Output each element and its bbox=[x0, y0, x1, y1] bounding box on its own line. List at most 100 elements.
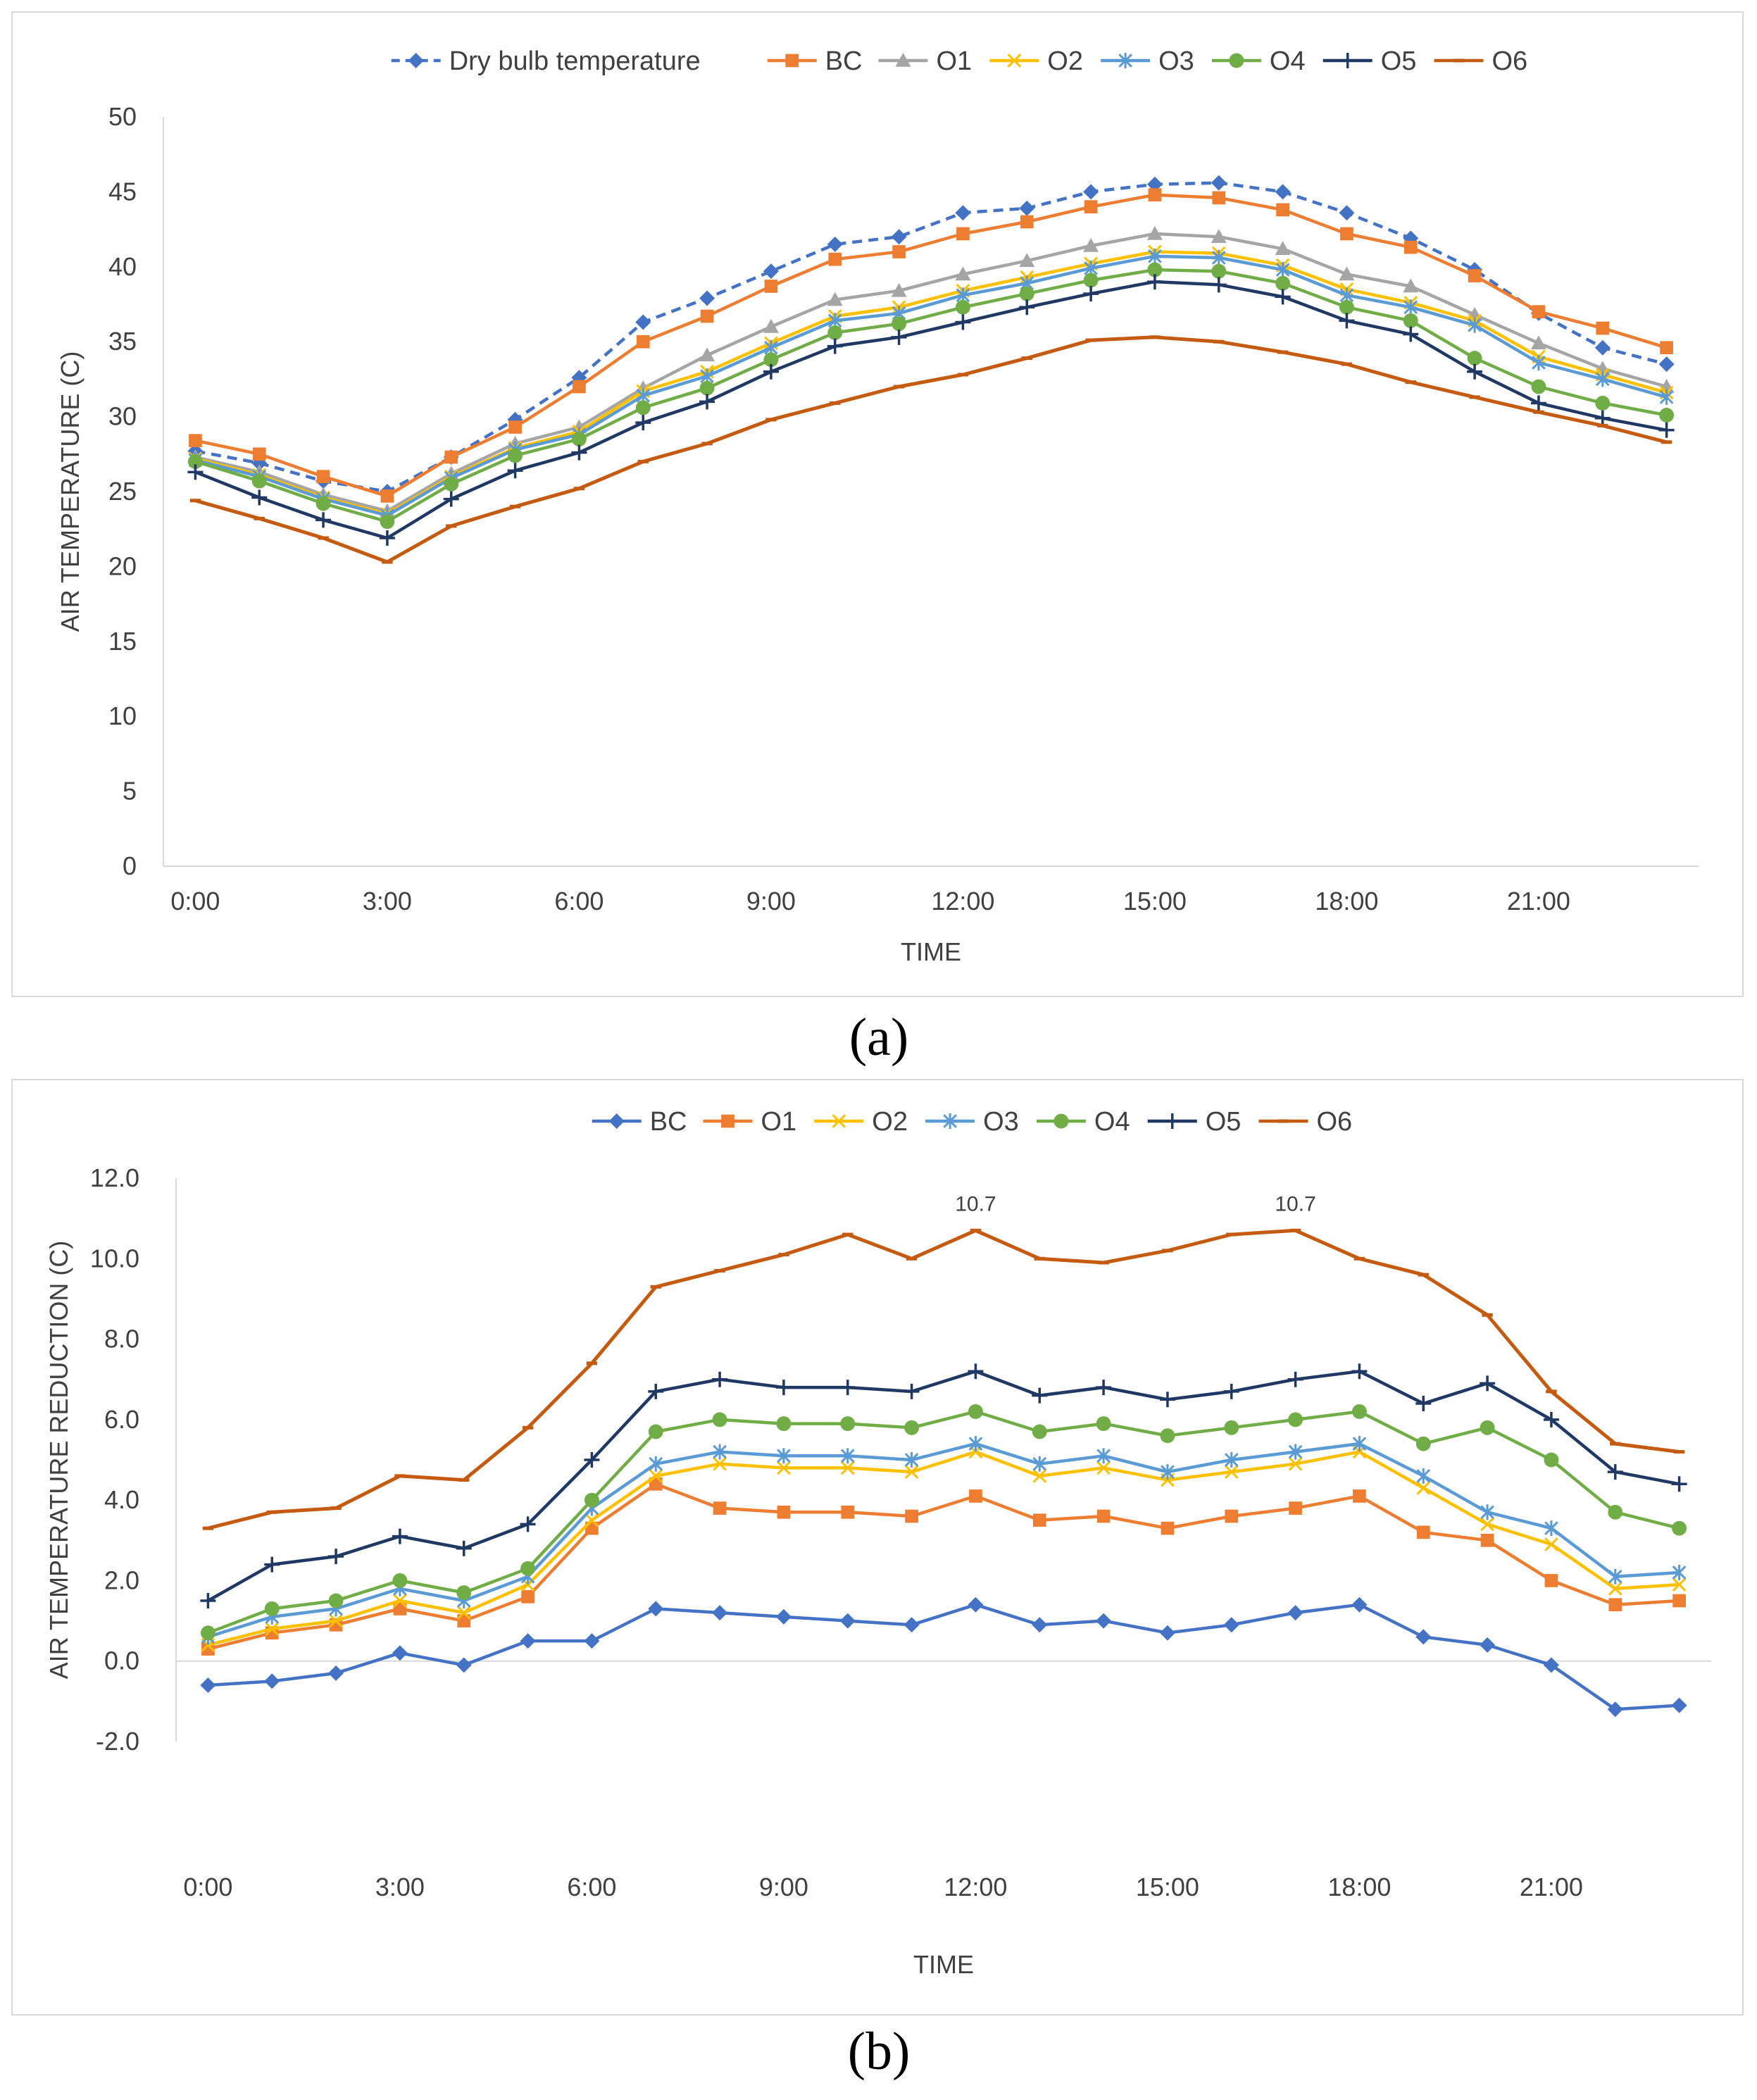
data-point bbox=[1659, 389, 1674, 405]
data-point bbox=[763, 318, 779, 333]
data-point bbox=[1403, 278, 1419, 293]
data-point bbox=[1083, 286, 1099, 302]
legend-marker bbox=[1053, 1113, 1069, 1129]
data-point bbox=[1019, 253, 1035, 268]
x-tick-label: 21:00 bbox=[1507, 887, 1570, 915]
data-point bbox=[1480, 1420, 1495, 1435]
data-point bbox=[648, 1383, 664, 1399]
series-line bbox=[208, 1603, 1680, 1711]
data-point bbox=[1480, 1504, 1494, 1520]
data-point bbox=[1084, 200, 1098, 214]
y-tick-label: -2.0 bbox=[96, 1727, 139, 1756]
data-point bbox=[1032, 1456, 1047, 1472]
data-point bbox=[1530, 395, 1546, 411]
data-point bbox=[1658, 422, 1675, 438]
data-point bbox=[1288, 1444, 1303, 1460]
data-point bbox=[392, 1573, 408, 1588]
data-point bbox=[456, 1540, 472, 1556]
data-point bbox=[200, 1625, 215, 1641]
data-point bbox=[1530, 335, 1546, 350]
data-point bbox=[1403, 313, 1418, 328]
caption-a: (a) bbox=[849, 1008, 909, 1067]
data-point bbox=[839, 1380, 856, 1396]
data-point bbox=[955, 266, 971, 281]
legend-item: O2 bbox=[989, 46, 1083, 76]
data-point bbox=[713, 1456, 727, 1471]
data-point bbox=[775, 1380, 792, 1396]
x-tick-label: 21:00 bbox=[1520, 1873, 1583, 1901]
data-point bbox=[520, 1561, 536, 1576]
data-point bbox=[521, 1589, 534, 1604]
x-tick-label: 12:00 bbox=[944, 1873, 1007, 1901]
data-point bbox=[200, 1677, 216, 1693]
data-point bbox=[1544, 1452, 1559, 1468]
data-point bbox=[265, 1622, 280, 1636]
data-point bbox=[892, 316, 907, 332]
x-tick-label: 18:00 bbox=[1315, 887, 1378, 915]
data-point bbox=[1211, 263, 1227, 279]
data-point bbox=[636, 335, 650, 349]
data-point bbox=[380, 514, 395, 530]
legend-marker bbox=[1007, 54, 1022, 68]
legend-label: O6 bbox=[1317, 1107, 1353, 1137]
x-tick-label: 9:00 bbox=[759, 1873, 808, 1901]
data-point bbox=[1467, 363, 1483, 380]
series-o5 bbox=[187, 274, 1675, 546]
data-point bbox=[508, 448, 523, 463]
x-tick-label: 0:00 bbox=[170, 887, 220, 915]
data-point bbox=[1543, 1411, 1559, 1427]
data-point bbox=[1096, 1416, 1111, 1432]
data-point bbox=[955, 205, 971, 221]
data-point bbox=[1596, 321, 1610, 335]
legend-item: O2 bbox=[814, 1107, 908, 1137]
data-point bbox=[891, 282, 907, 297]
data-point bbox=[699, 347, 715, 362]
y-tick-label: 25 bbox=[108, 477, 137, 506]
data-point bbox=[968, 1596, 984, 1613]
data-point bbox=[1543, 1657, 1559, 1673]
data-point bbox=[315, 496, 331, 511]
data-point bbox=[571, 432, 587, 446]
data-point bbox=[1480, 1533, 1494, 1547]
data-point bbox=[649, 1468, 663, 1483]
data-point bbox=[1467, 351, 1482, 366]
data-point bbox=[1480, 1637, 1496, 1653]
data-point bbox=[443, 491, 459, 507]
series-line bbox=[207, 1442, 1680, 1639]
data-point bbox=[1544, 1574, 1558, 1587]
data-point bbox=[1223, 1383, 1239, 1399]
data-point bbox=[1594, 339, 1611, 356]
legend-item: O4 bbox=[1036, 1107, 1130, 1137]
series-line bbox=[194, 254, 1668, 518]
data-point bbox=[1096, 1380, 1112, 1396]
data-point bbox=[1211, 175, 1227, 191]
data-point bbox=[840, 1461, 855, 1475]
data-point bbox=[777, 1461, 791, 1475]
data-point bbox=[1672, 1594, 1686, 1608]
data-point bbox=[968, 1436, 983, 1452]
legend-item: O1 bbox=[878, 46, 972, 76]
data-point bbox=[328, 1549, 344, 1565]
y-tick-label: 5 bbox=[123, 777, 137, 806]
data-point bbox=[1096, 1448, 1111, 1464]
data-point bbox=[713, 1444, 727, 1460]
legend-marker bbox=[1118, 53, 1132, 68]
data-point bbox=[904, 1420, 920, 1435]
data-point bbox=[1083, 184, 1099, 200]
data-label: 10.7 bbox=[955, 1192, 996, 1215]
data-point bbox=[1672, 1520, 1687, 1536]
series-o5 bbox=[200, 1363, 1687, 1608]
data-point bbox=[1148, 248, 1162, 264]
data-point bbox=[1019, 299, 1035, 315]
data-point bbox=[1287, 1371, 1303, 1387]
data-point bbox=[1339, 299, 1354, 315]
legend-item: O3 bbox=[925, 1107, 1019, 1137]
data-point bbox=[392, 1645, 408, 1661]
data-point bbox=[1275, 289, 1291, 305]
data-point bbox=[777, 1505, 791, 1519]
y-tick-label: 4.0 bbox=[104, 1485, 139, 1514]
legend-label: O5 bbox=[1381, 46, 1417, 76]
data-point bbox=[1032, 1617, 1048, 1633]
data-point bbox=[777, 1448, 791, 1464]
